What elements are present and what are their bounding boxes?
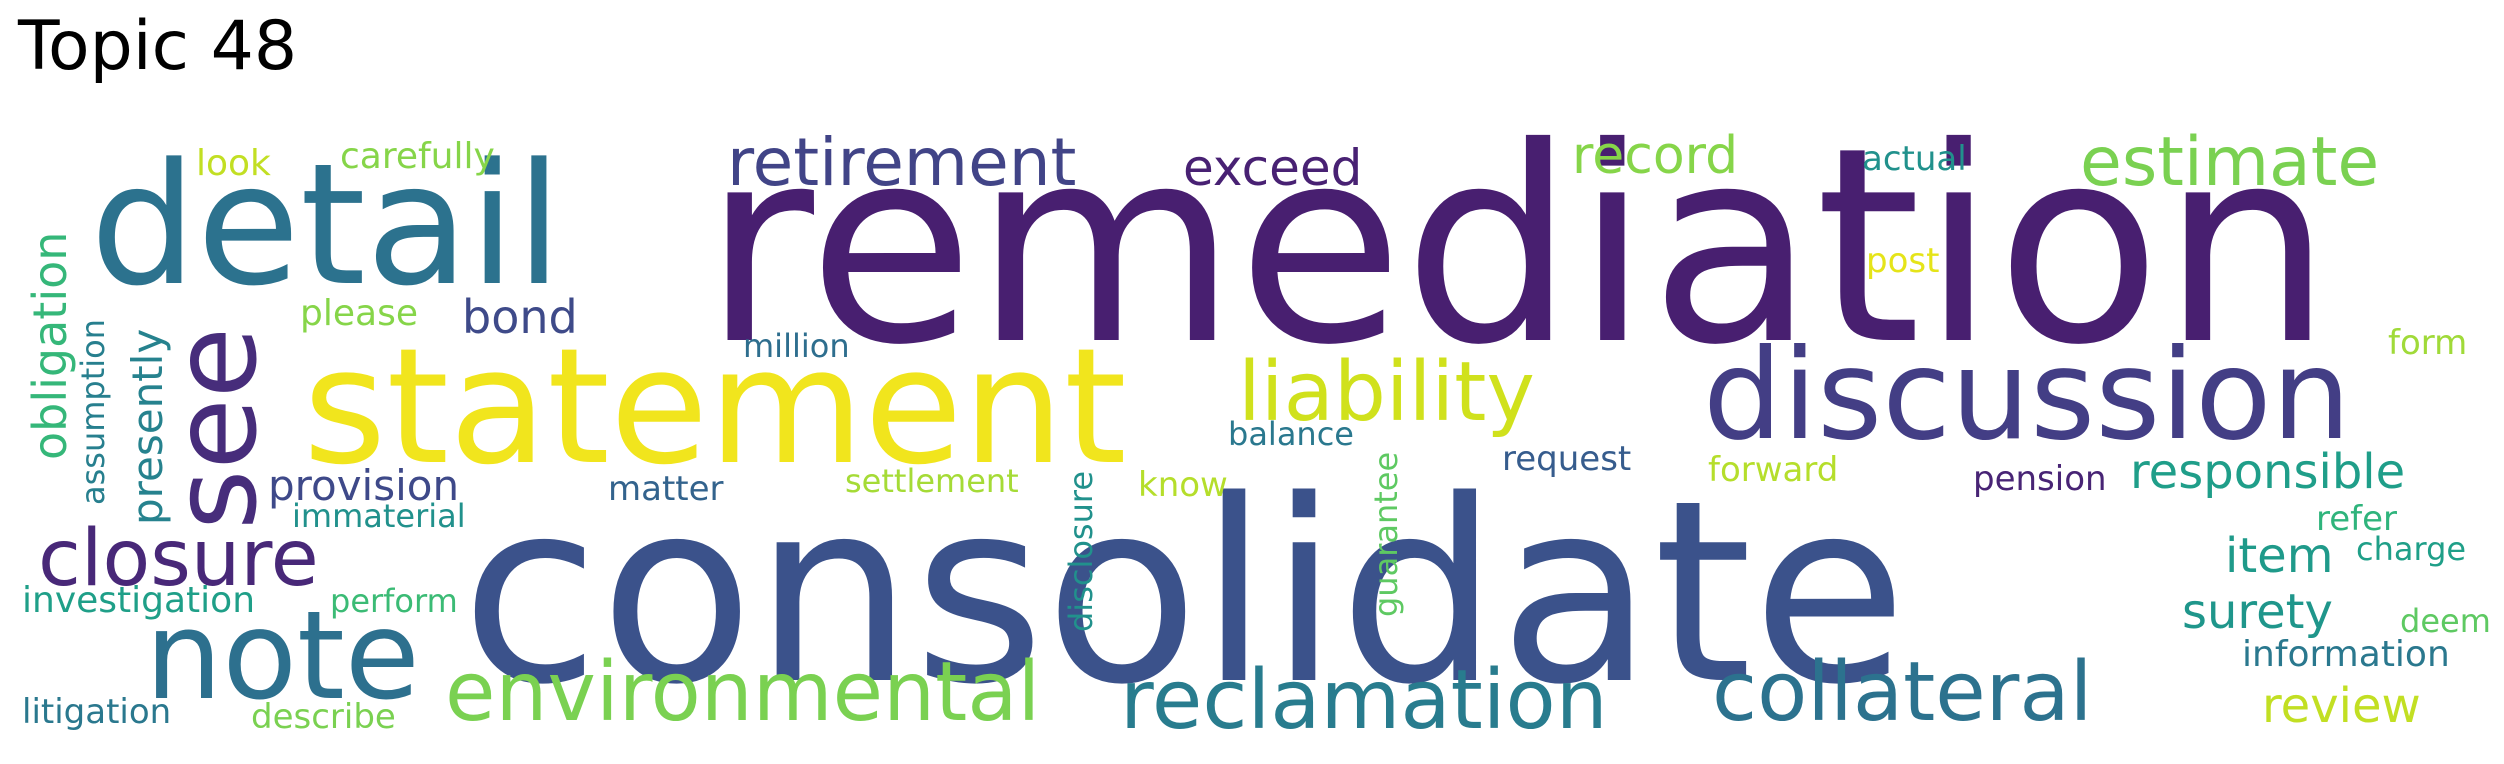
word: pension [1973,459,2107,499]
word: remediation [703,89,2332,404]
word: bond [462,290,578,344]
word: review [2262,678,2421,734]
word: collateral [1712,645,2092,740]
word: discussion [1703,323,2351,468]
word: investigation [22,580,255,621]
word: note [145,585,420,727]
word: carefully [340,136,495,177]
word: refer [2316,499,2397,539]
word: closure [38,514,319,604]
word: settlement [845,462,1019,500]
word: deem [2400,602,2491,640]
word: charge [2356,530,2466,568]
word: request [1502,439,1631,479]
word: statement [303,313,1127,500]
word: record [1572,126,1738,186]
word: assumption [74,319,112,505]
word: look [196,143,271,184]
word: know [1138,465,1228,505]
word: item [2225,528,2333,584]
word: disclosure [1062,471,1100,632]
word: matter [608,469,724,509]
page-title: Topic 48 [18,7,298,86]
word: presently [123,329,172,525]
word: consolidate [461,447,1907,740]
word: actual [1862,139,1967,179]
word: environmental [445,645,1040,740]
word: form [2388,323,2467,363]
word: exceed [1183,139,1362,197]
word: litigation [22,692,171,732]
word: reclamation [1120,653,1608,748]
word: guarantee [1367,452,1405,617]
word: surety [2182,584,2333,640]
word: perform [330,582,458,620]
word: responsible [2130,444,2405,500]
word: liability [1238,345,1535,440]
word: see [148,327,283,530]
word: forward [1708,450,1838,490]
word: detail [90,127,562,323]
word: please [300,293,418,334]
word: describe [251,697,396,737]
word: post [1866,241,1939,281]
word: provision [268,461,459,510]
word: estimate [2080,123,2379,202]
word: balance [1228,415,1354,453]
word: information [2242,634,2450,675]
word: obligation [23,232,77,460]
word: retirement [727,124,1076,201]
word: million [743,327,850,365]
word: immaterial [292,497,466,535]
